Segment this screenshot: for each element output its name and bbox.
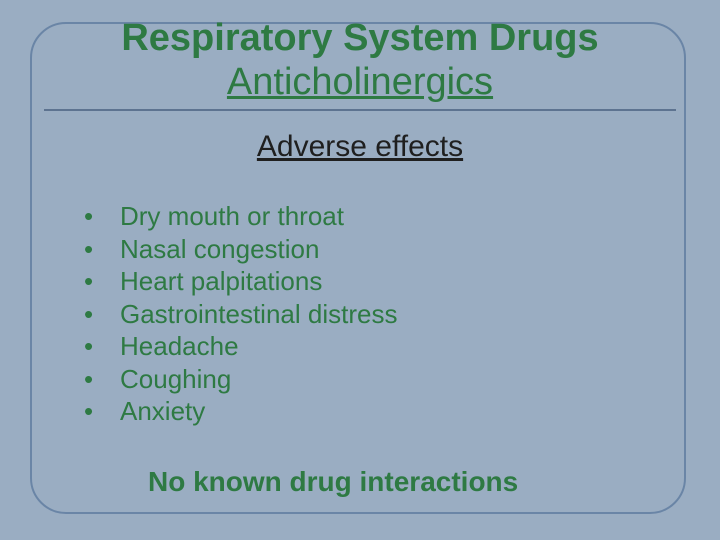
footer-note: No known drug interactions [148, 466, 518, 498]
title-block: Respiratory System Drugs Anticholinergic… [0, 18, 720, 104]
section-heading: Adverse effects [0, 130, 720, 164]
bullet-list: Dry mouth or throat Nasal congestion Hea… [84, 200, 644, 428]
title-line-2: Anticholinergics [0, 62, 720, 104]
list-item: Nasal congestion [84, 233, 644, 266]
divider-line [44, 109, 676, 111]
list-item: Heart palpitations [84, 265, 644, 298]
list-item: Gastrointestinal distress [84, 298, 644, 331]
title-line-1: Respiratory System Drugs [0, 18, 720, 60]
list-item: Dry mouth or throat [84, 200, 644, 233]
list-item: Coughing [84, 363, 644, 396]
slide: Respiratory System Drugs Anticholinergic… [0, 0, 720, 540]
list-item: Headache [84, 330, 644, 363]
list-item: Anxiety [84, 395, 644, 428]
